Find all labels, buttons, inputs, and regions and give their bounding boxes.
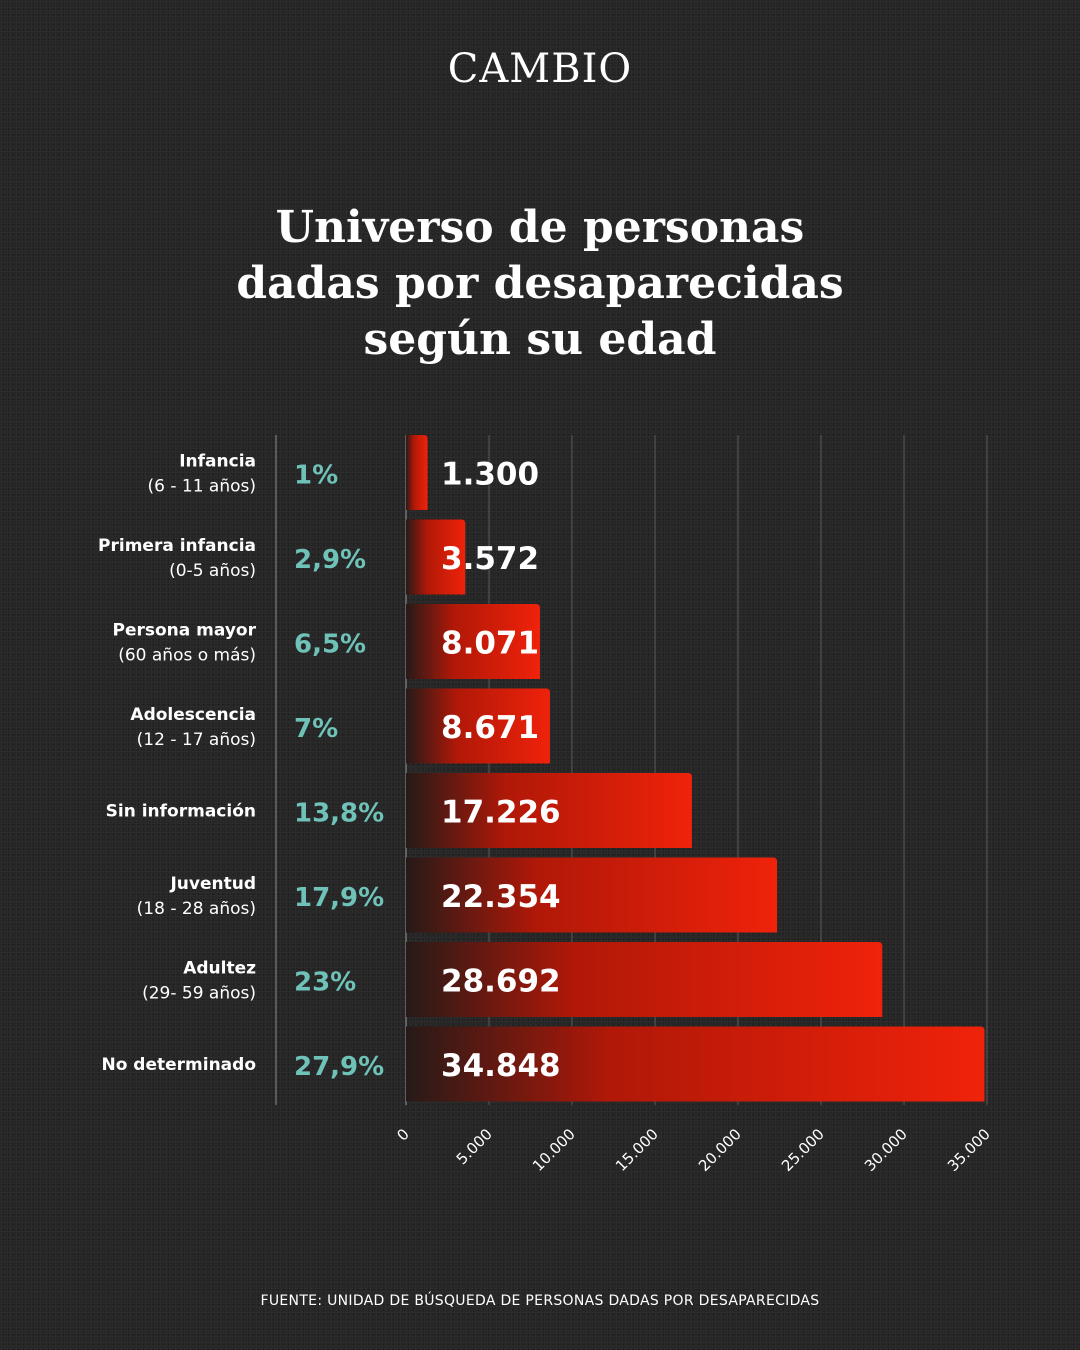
category-sublabel: (60 años o más): [118, 646, 256, 666]
category-label: Infancia: [179, 452, 256, 472]
category-sublabel: (12 - 17 años): [137, 730, 256, 750]
brand-logo: CAMBIO: [447, 46, 633, 92]
percent-label: 23%: [294, 968, 356, 998]
value-label: 34.848: [441, 1048, 561, 1084]
category-label: Primera infancia: [98, 536, 256, 556]
x-tick-label: 5.000: [453, 1125, 496, 1168]
percent-label: 17,9%: [294, 883, 384, 913]
category-label: Juventud: [169, 874, 256, 894]
category-label: Adultez: [183, 959, 256, 979]
percent-label: 7%: [294, 714, 338, 744]
x-tick-label: 25.000: [778, 1125, 828, 1175]
x-tick-label: 35.000: [944, 1125, 994, 1175]
percent-label: 2,9%: [294, 545, 366, 575]
title-line-3: según su edad: [363, 314, 717, 365]
category-label: Persona mayor: [113, 621, 257, 641]
bar: [406, 435, 428, 510]
category-sublabel: (29- 59 años): [142, 984, 256, 1004]
bar: [406, 857, 778, 933]
bar: [406, 519, 466, 595]
title-line-2: dadas por desaparecidas: [236, 258, 844, 309]
category-label: No determinado: [101, 1055, 256, 1075]
percent-label: 13,8%: [294, 799, 384, 829]
category-sublabel: (18 - 28 años): [137, 899, 256, 919]
percent-label: 1%: [294, 461, 338, 491]
source-note: FUENTE: UNIDAD DE BÚSQUEDA DE PERSONAS D…: [260, 1293, 820, 1309]
bar: [406, 773, 692, 848]
value-label: 8.071: [441, 626, 539, 662]
bar: [406, 688, 550, 764]
bar: [406, 942, 883, 1017]
x-tick-label: 10.000: [529, 1125, 579, 1175]
bar: [406, 604, 540, 679]
category-sublabel: (0-5 años): [169, 561, 256, 581]
value-label: 1.300: [441, 457, 539, 493]
value-label: 28.692: [441, 964, 561, 1000]
x-tick-label: 15.000: [612, 1125, 662, 1175]
x-tick-label: 20.000: [695, 1125, 745, 1175]
value-label: 8.671: [441, 710, 539, 746]
category-label: Sin información: [106, 802, 256, 822]
chart-title: Universo de personas dadas por desaparec…: [0, 200, 1080, 368]
category-sublabel: (6 - 11 años): [147, 477, 256, 497]
value-label: 22.354: [441, 879, 561, 915]
x-tick-label: 0: [393, 1125, 412, 1144]
value-label: 3.572: [441, 541, 539, 577]
percent-label: 27,9%: [294, 1052, 384, 1082]
x-tick-label: 30.000: [861, 1125, 911, 1175]
category-label: Adolescencia: [130, 705, 256, 725]
percent-label: 6,5%: [294, 630, 366, 660]
title-line-1: Universo de personas: [275, 202, 805, 253]
bar: [406, 1026, 985, 1102]
value-label: 17.226: [441, 795, 561, 831]
